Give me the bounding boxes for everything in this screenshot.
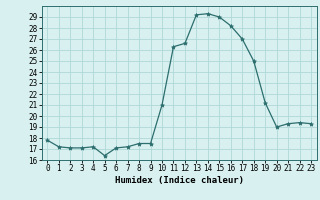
X-axis label: Humidex (Indice chaleur): Humidex (Indice chaleur)	[115, 176, 244, 185]
